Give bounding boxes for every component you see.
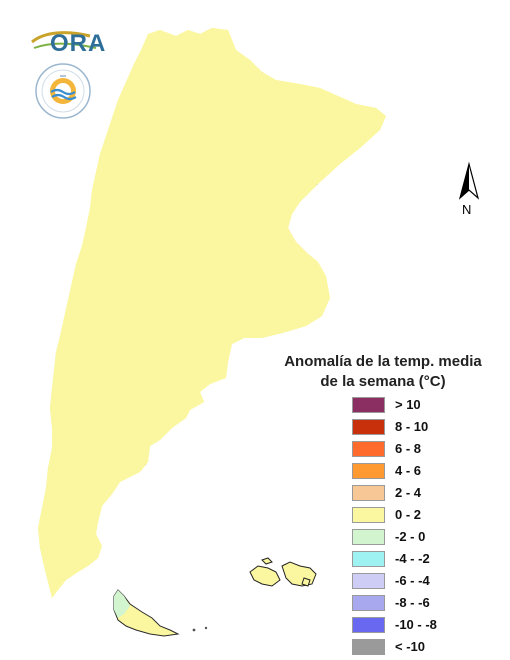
legend-label: 6 - 8 [395, 441, 422, 456]
legend-item: 0 - 2 [352, 506, 492, 528]
legend-swatch [352, 507, 385, 523]
legend-label: > 10 [395, 397, 421, 412]
legend-item: > 10 [352, 396, 492, 418]
tierra-del-fuego-cool [114, 590, 130, 618]
north-arrow-icon [458, 162, 480, 200]
legend-swatch [352, 573, 385, 589]
ora-logo-text: ORA [50, 30, 107, 57]
legend-item: 4 - 6 [352, 462, 492, 484]
legend-item: -10 - -8 [352, 616, 492, 638]
legend-swatch [352, 397, 385, 413]
island-dot [204, 626, 208, 630]
legend-swatch [352, 485, 385, 501]
legend-label: -4 - -2 [395, 551, 430, 566]
north-label: N [462, 202, 472, 217]
island-dot [192, 628, 196, 632]
legend-swatch [352, 617, 385, 633]
legend-label: -8 - -6 [395, 595, 430, 610]
malvinas-islands [249, 557, 317, 587]
legend-swatch [352, 551, 385, 567]
legend-title-line1: Anomalía de la temp. media [284, 353, 482, 370]
legend-swatch [352, 529, 385, 545]
legend-item: < -10 [352, 638, 492, 660]
legend-label: 0 - 2 [395, 507, 422, 522]
legend-label: 8 - 10 [395, 419, 429, 434]
legend-title: Anomalía de la temp. media de la semana … [268, 352, 498, 392]
legend-item: -2 - 0 [352, 528, 492, 550]
legend-label: < -10 [395, 639, 425, 654]
smn-seal-icon [35, 63, 91, 119]
legend-label: -2 - 0 [395, 529, 426, 544]
legend-swatch [352, 441, 385, 457]
tierra-del-fuego [113, 589, 180, 637]
ora-logo-swoosh-icon [31, 31, 97, 49]
legend-swatch [352, 463, 385, 479]
legend-label: 2 - 4 [395, 485, 422, 500]
legend-swatch [352, 419, 385, 435]
legend-item: -6 - -4 [352, 572, 492, 594]
legend-item: 6 - 8 [352, 440, 492, 462]
legend-swatch [352, 595, 385, 611]
legend-swatch [352, 639, 385, 655]
legend-label: -10 - -8 [395, 617, 437, 632]
legend-label: -6 - -4 [395, 573, 430, 588]
legend-item: -4 - -2 [352, 550, 492, 572]
legend-label: 4 - 6 [395, 463, 422, 478]
legend-item: 8 - 10 [352, 418, 492, 440]
legend-item: -8 - -6 [352, 594, 492, 616]
legend-item: 2 - 4 [352, 484, 492, 506]
legend-list: > 10 8 - 10 6 - 8 4 - 6 2 - 4 0 - 2 -2 - 0 -4 -… [352, 396, 492, 660]
legend-title-line2: de la semana (°C) [320, 373, 446, 390]
